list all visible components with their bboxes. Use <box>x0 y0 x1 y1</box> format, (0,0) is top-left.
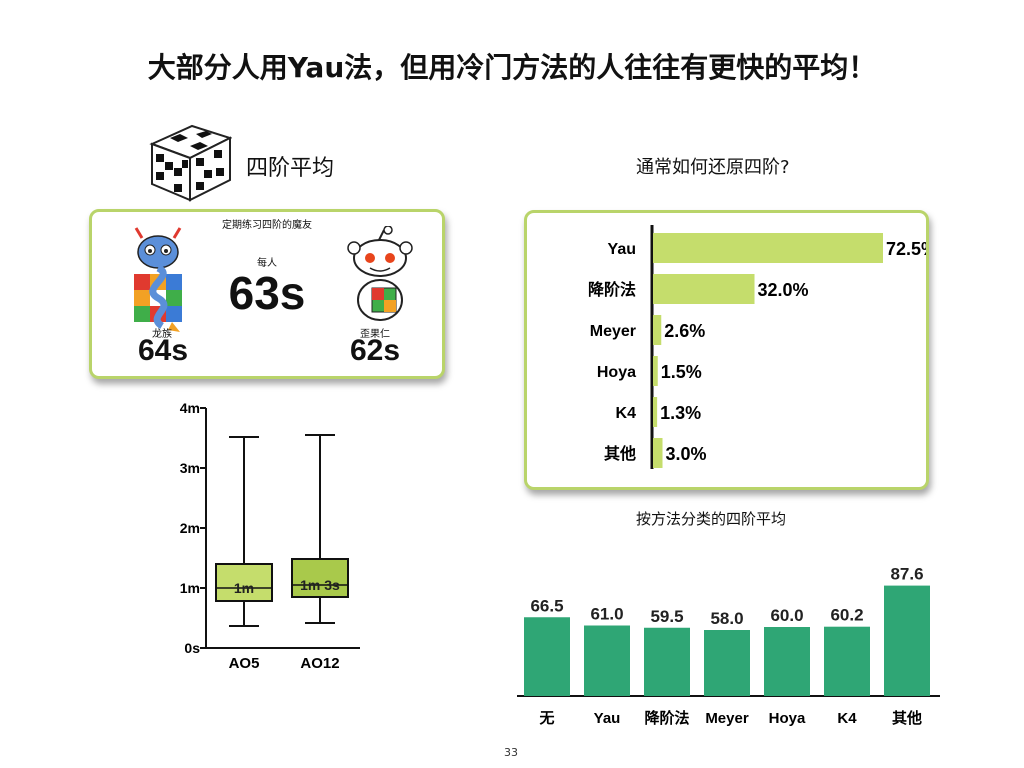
left-label: 龙族 <box>152 329 172 340</box>
category-label: Hoya <box>769 710 806 727</box>
category-label: Meyer <box>590 323 636 340</box>
category-label: 其他 <box>604 444 636 463</box>
value-label: 58.0 <box>710 609 743 628</box>
category-label: K4 <box>616 405 637 422</box>
bar <box>884 585 930 696</box>
bar <box>524 617 570 696</box>
left-value: 64s <box>138 334 189 367</box>
bar <box>653 356 658 386</box>
bar <box>653 315 662 345</box>
category-label: 其他 <box>892 709 922 727</box>
category-label: Yau <box>608 241 636 258</box>
category-label: 无 <box>538 710 554 727</box>
value-label: 66.5 <box>530 596 563 615</box>
section-left-title: 四阶平均 <box>246 156 335 181</box>
bar <box>653 397 658 427</box>
category-label: 降阶法 <box>644 709 689 727</box>
bar <box>653 274 755 304</box>
y-tick-label: 1m <box>180 580 200 596</box>
reddit-mascot-icon <box>347 226 413 321</box>
value-label: 60.0 <box>770 606 803 625</box>
section-right-title: 通常如何还原四阶? <box>636 157 790 178</box>
center-value: 63s <box>228 267 306 319</box>
value-label: 2.6% <box>664 321 705 341</box>
right-value: 62s <box>350 334 401 367</box>
method-average-chart: 66.5 无 61.0 Yau 59.5 降阶法 58.0 Meyer 60.0 Hoya 60.2… <box>517 565 940 727</box>
y-tick-label: 3m <box>180 460 200 476</box>
x-tick-label: AO5 <box>229 655 260 672</box>
box-label: 1m <box>234 580 254 596</box>
value-label: 72.5% <box>886 239 926 259</box>
box-label: 1m 3s <box>300 577 340 593</box>
category-label: K4 <box>837 710 857 727</box>
bar <box>764 627 810 696</box>
vbar-title: 按方法分类的四阶平均 <box>636 510 787 528</box>
value-label: 87.6 <box>890 565 923 584</box>
bar <box>704 630 750 696</box>
average-card: 定期练习四阶的魔友 龙族 64s 每人 63s 歪果仁 62s <box>89 209 445 379</box>
bar <box>644 627 690 696</box>
value-label: 1.3% <box>660 403 701 423</box>
x-tick-label: AO12 <box>300 655 339 672</box>
method-usage-chart: Yau 72.5% 降阶法 32.0% Meyer 2.6% Hoya 1.5% K4 1.3% 其… <box>588 225 926 469</box>
y-tick-label: 0s <box>184 640 200 656</box>
category-label: 降阶法 <box>588 280 636 299</box>
value-label: 1.5% <box>661 362 702 382</box>
method-usage-card: Yau 72.5% 降阶法 32.0% Meyer 2.6% Hoya 1.5% K4 1.3% 其… <box>524 210 929 490</box>
value-label: 61.0 <box>590 605 623 624</box>
value-label: 59.5 <box>650 607 683 626</box>
bar <box>824 626 870 696</box>
cube-icon <box>149 124 232 202</box>
category-label: Meyer <box>705 710 749 727</box>
category-label: Hoya <box>597 364 636 381</box>
bar <box>584 625 630 696</box>
category-label: Yau <box>594 710 621 727</box>
center-label: 每人 <box>257 258 277 269</box>
box <box>215 563 273 602</box>
right-label: 歪果仁 <box>360 329 390 340</box>
box <box>291 558 349 598</box>
boxplot-chart: 0s 1m 2m 3m 4m 1m AO5 1m 3s AO12 <box>180 400 360 672</box>
value-label: 32.0% <box>758 280 809 300</box>
card-caption: 定期练习四阶的魔友 <box>222 220 312 231</box>
y-tick-label: 4m <box>180 400 200 416</box>
page-title: 大部分人用Yau法，但用冷门方法的人往往有更快的平均！ <box>147 51 877 84</box>
value-label: 60.2 <box>830 606 863 625</box>
dragon-mascot-icon <box>134 227 182 332</box>
bar <box>653 438 663 468</box>
bar <box>653 233 883 263</box>
value-label: 3.0% <box>666 444 707 464</box>
page-number: 33 <box>504 746 518 759</box>
y-tick-label: 2m <box>180 520 200 536</box>
